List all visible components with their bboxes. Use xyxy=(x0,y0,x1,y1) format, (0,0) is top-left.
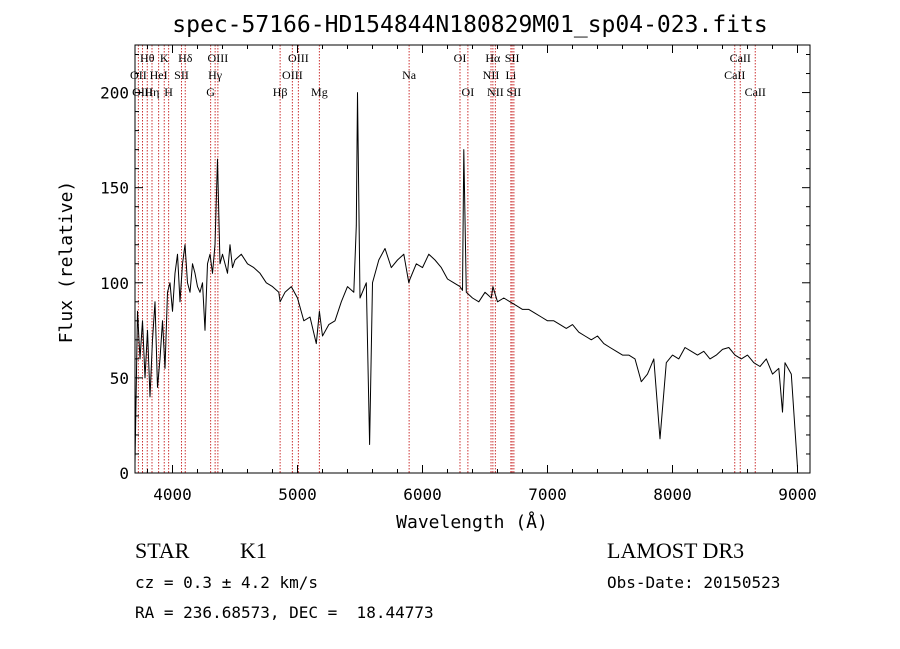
line-marker-label: G xyxy=(206,85,215,99)
line-marker-label: CaII xyxy=(745,85,766,99)
x-tick-label: 8000 xyxy=(653,485,692,504)
object-subclass: K1 xyxy=(240,538,267,563)
chart-title: spec-57166-HD154844N180829M01_sp04-023.f… xyxy=(172,12,767,38)
line-marker-label: Mg xyxy=(311,85,328,99)
flux-series-line xyxy=(134,92,798,468)
x-axis: 4000 5000 6000 7000 8000 9000 xyxy=(147,45,817,504)
x-tick-label: 9000 xyxy=(778,485,817,504)
line-marker-label: Hβ xyxy=(273,85,288,99)
line-marker-label: H xyxy=(164,85,173,99)
line-marker-label: NII xyxy=(487,85,504,99)
line-marker-label: OIII xyxy=(282,68,303,82)
line-marker-label: OI xyxy=(462,85,475,99)
line-marker-label: Hα xyxy=(485,51,501,65)
x-axis-label: Wavelength (Å) xyxy=(396,511,548,533)
y-tick-label: 100 xyxy=(100,274,129,293)
line-marker-label: Hδ xyxy=(178,51,193,65)
y-axis: 0 50 100 150 200 xyxy=(100,54,810,483)
obs-date: Obs-Date: 20150523 xyxy=(607,573,781,592)
x-tick-label: 7000 xyxy=(528,485,567,504)
y-tick-label: 150 xyxy=(100,179,129,198)
x-tick-label: 6000 xyxy=(403,485,442,504)
line-marker-label: Hη xyxy=(145,85,160,99)
y-tick-label: 50 xyxy=(110,369,129,388)
line-marker-label: OIII xyxy=(288,51,309,65)
line-marker-label: SII xyxy=(174,68,189,82)
line-marker-label: Li xyxy=(506,68,517,82)
line-marker-label: SII xyxy=(505,51,520,65)
y-tick-label: 200 xyxy=(100,84,129,103)
x-tick-label: 5000 xyxy=(278,485,317,504)
line-marker-label: Hθ xyxy=(140,51,155,65)
y-axis-label: Flux (relative) xyxy=(56,181,77,344)
line-marker-label: OI xyxy=(454,51,467,65)
redshift-readout: cz = 0.3 ± 4.2 km/s xyxy=(135,573,319,592)
spectral-line-markers xyxy=(137,45,756,473)
line-marker-label: CaII xyxy=(730,51,751,65)
line-marker-label: OIII xyxy=(132,85,153,99)
line-marker-label: OII xyxy=(130,68,147,82)
coordinates: RA = 236.68573, DEC = 18.44773 xyxy=(135,603,434,622)
line-marker-label: Hγ xyxy=(208,68,223,82)
line-marker-label: K xyxy=(160,51,169,65)
line-marker-label: OIII xyxy=(208,51,229,65)
x-tick-label: 4000 xyxy=(153,485,192,504)
line-marker-label: SII xyxy=(507,85,522,99)
line-marker-label: NII xyxy=(483,68,500,82)
line-marker-label: HeI xyxy=(150,68,168,82)
y-tick-label: 0 xyxy=(119,464,129,483)
object-class: STAR xyxy=(135,538,190,563)
line-marker-label: CaII xyxy=(724,68,745,82)
survey-name: LAMOST DR3 xyxy=(607,538,745,563)
line-marker-label: Na xyxy=(402,68,417,82)
